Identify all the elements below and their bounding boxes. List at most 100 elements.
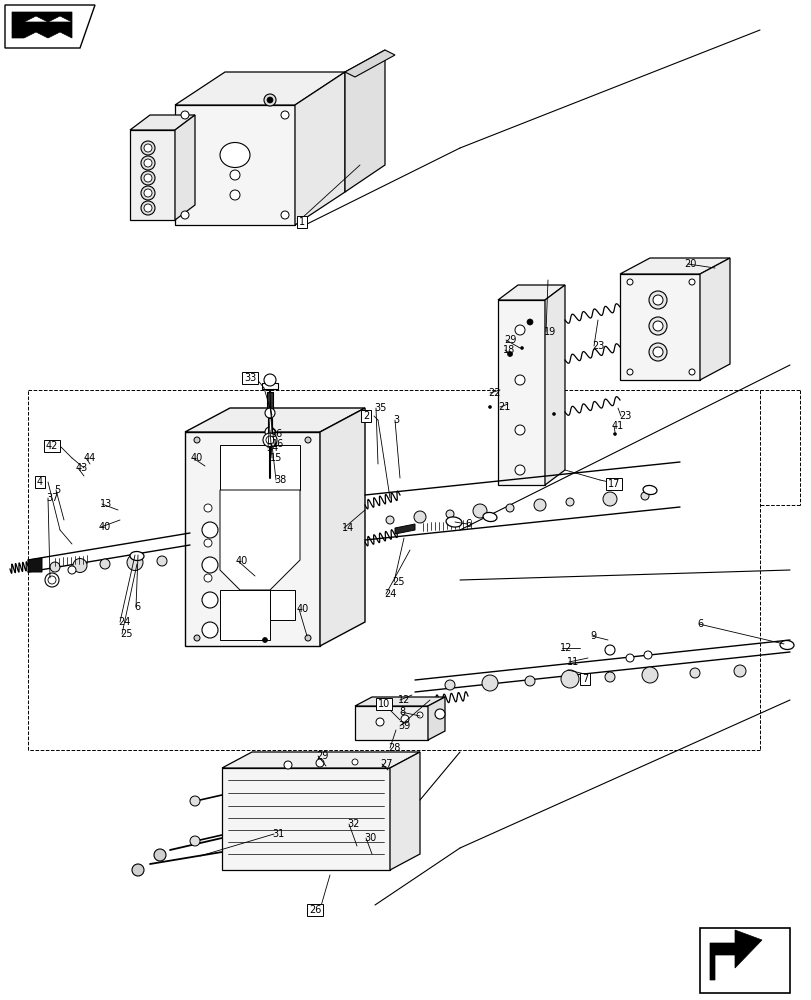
Circle shape	[604, 672, 614, 682]
Text: 40: 40	[297, 604, 309, 614]
Ellipse shape	[130, 551, 144, 561]
Polygon shape	[544, 285, 564, 485]
Text: 40: 40	[99, 522, 111, 532]
Circle shape	[262, 638, 267, 642]
Polygon shape	[620, 274, 699, 380]
Circle shape	[264, 427, 275, 437]
Ellipse shape	[483, 512, 496, 522]
Text: 43: 43	[76, 463, 88, 473]
Text: 12: 12	[560, 643, 572, 653]
Circle shape	[204, 539, 212, 547]
Circle shape	[648, 343, 666, 361]
Ellipse shape	[779, 640, 793, 650]
Circle shape	[281, 211, 289, 219]
Circle shape	[514, 465, 525, 475]
Text: 14: 14	[341, 523, 354, 533]
Polygon shape	[497, 300, 544, 485]
Text: 19: 19	[543, 327, 556, 337]
Circle shape	[141, 141, 155, 155]
Polygon shape	[12, 12, 72, 22]
Text: 5: 5	[54, 485, 60, 495]
Circle shape	[444, 680, 454, 690]
Text: 3: 3	[393, 415, 399, 425]
Polygon shape	[709, 930, 761, 980]
Circle shape	[482, 675, 497, 691]
Text: 2: 2	[363, 411, 369, 421]
Polygon shape	[294, 72, 345, 225]
Circle shape	[181, 111, 189, 119]
Text: 33: 33	[243, 373, 255, 383]
Circle shape	[264, 408, 275, 418]
Bar	[262, 383, 277, 389]
Polygon shape	[12, 22, 72, 38]
Bar	[267, 392, 272, 412]
Circle shape	[144, 189, 152, 197]
Circle shape	[525, 676, 534, 686]
Circle shape	[154, 849, 165, 861]
Text: 1: 1	[298, 217, 305, 227]
Text: 35: 35	[374, 403, 386, 413]
Circle shape	[508, 353, 511, 356]
Polygon shape	[185, 432, 320, 646]
Circle shape	[202, 522, 217, 538]
Circle shape	[144, 174, 152, 182]
Circle shape	[417, 712, 423, 718]
Text: 28: 28	[388, 743, 400, 753]
Circle shape	[505, 504, 513, 512]
Text: 6: 6	[134, 602, 140, 612]
Text: 29: 29	[315, 751, 328, 761]
Circle shape	[520, 347, 523, 350]
Text: 25: 25	[392, 577, 404, 587]
Circle shape	[202, 622, 217, 638]
Circle shape	[514, 375, 525, 385]
Circle shape	[144, 144, 152, 152]
Ellipse shape	[642, 485, 656, 495]
Text: 25: 25	[120, 629, 132, 639]
Text: 31: 31	[272, 829, 284, 839]
Circle shape	[202, 557, 217, 573]
Polygon shape	[185, 408, 365, 432]
Polygon shape	[389, 752, 419, 870]
Circle shape	[445, 510, 453, 518]
Circle shape	[414, 511, 426, 523]
Text: 32: 32	[346, 819, 359, 829]
Circle shape	[190, 836, 200, 846]
Polygon shape	[345, 50, 384, 192]
Text: 29: 29	[504, 335, 516, 345]
Circle shape	[266, 436, 273, 444]
Polygon shape	[270, 590, 294, 620]
Text: 40: 40	[191, 453, 203, 463]
Polygon shape	[221, 768, 389, 870]
Circle shape	[652, 347, 663, 357]
Polygon shape	[175, 72, 345, 105]
Text: 39: 39	[397, 721, 410, 731]
Text: 17: 17	[607, 479, 620, 489]
Text: 13: 13	[100, 499, 112, 509]
Circle shape	[230, 190, 240, 200]
Polygon shape	[427, 697, 444, 740]
Polygon shape	[497, 285, 564, 300]
Circle shape	[626, 369, 633, 375]
Circle shape	[264, 94, 276, 106]
Circle shape	[100, 559, 109, 569]
Circle shape	[144, 204, 152, 212]
Bar	[268, 418, 272, 433]
Circle shape	[435, 709, 444, 719]
Circle shape	[643, 651, 651, 659]
Circle shape	[652, 321, 663, 331]
Polygon shape	[130, 115, 195, 130]
Polygon shape	[221, 752, 419, 768]
Text: 20: 20	[683, 259, 696, 269]
Text: 6: 6	[465, 519, 470, 529]
Circle shape	[68, 566, 76, 574]
Polygon shape	[175, 105, 294, 225]
Polygon shape	[620, 258, 729, 274]
Circle shape	[514, 325, 525, 335]
Circle shape	[534, 499, 545, 511]
Ellipse shape	[445, 517, 461, 527]
Circle shape	[315, 759, 324, 767]
Circle shape	[648, 317, 666, 335]
Circle shape	[652, 295, 663, 305]
Circle shape	[141, 171, 155, 185]
Circle shape	[181, 211, 189, 219]
